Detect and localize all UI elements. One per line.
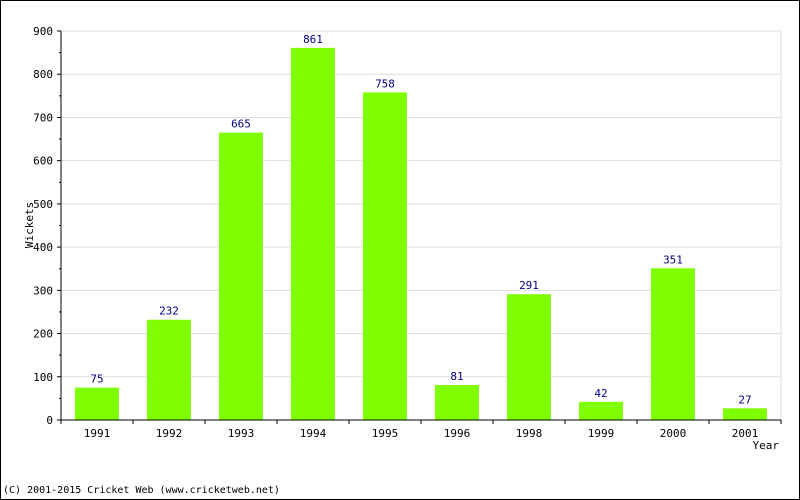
y-tick-label: 800: [33, 68, 53, 81]
y-tick-labels: 0 100 200 300 400 500 600 700 800 900: [33, 25, 53, 427]
x-tick-label: 1994: [300, 427, 327, 440]
value-label: 27: [738, 393, 751, 406]
y-tick-label: 300: [33, 284, 53, 297]
bar-2001: [723, 408, 767, 420]
bars: [75, 47, 767, 421]
y-tick-label: 400: [33, 241, 53, 254]
value-label: 75: [90, 373, 103, 386]
y-axis-label: Wickets: [23, 202, 36, 248]
y-tick-label: 100: [33, 371, 53, 384]
axes: [57, 30, 782, 424]
value-label: 81: [450, 370, 463, 383]
bar-1998: [507, 294, 551, 420]
value-label: 291: [519, 279, 539, 292]
value-label: 232: [159, 305, 179, 318]
bar-1996: [435, 384, 479, 420]
value-label: 42: [594, 387, 607, 400]
x-tick-label: 1999: [588, 427, 615, 440]
x-tick-label: 1998: [516, 427, 543, 440]
value-label: 351: [663, 253, 683, 266]
value-label: 665: [231, 118, 251, 131]
bar-1993: [219, 132, 263, 421]
bar-1999: [579, 401, 623, 420]
y-tick-label: 700: [33, 111, 53, 124]
x-tick-label: 1991: [84, 427, 111, 440]
x-tick-label: 1993: [228, 427, 255, 440]
y-tick-label: 500: [33, 198, 53, 211]
x-tick-label: 2001: [732, 427, 759, 440]
x-axis-label: Year: [753, 439, 780, 452]
bar-1992: [147, 319, 191, 420]
bar-1991: [75, 387, 119, 420]
y-tick-label: 900: [33, 25, 53, 38]
bar-1994: [291, 47, 335, 421]
x-tick-labels: 1991 1992 1993 1994 1995 1996 1998 1999 2000 2001: [84, 427, 759, 440]
x-tick-label: 2000: [660, 427, 687, 440]
y-tick-label: 200: [33, 328, 53, 341]
copyright-footer: (C) 2001-2015 Cricket Web (www.cricketwe…: [3, 485, 280, 496]
bar-2000: [651, 268, 695, 420]
x-tick-label: 1995: [372, 427, 399, 440]
value-labels: 75 232 665 861 758 81 291 42 351 27: [90, 33, 751, 406]
x-tick-label: 1996: [444, 427, 471, 440]
value-label: 758: [375, 77, 395, 90]
value-label: 861: [303, 33, 323, 46]
y-tick-label: 0: [46, 414, 53, 427]
y-tick-label: 600: [33, 155, 53, 168]
bar-1995: [363, 92, 407, 421]
x-tick-label: 1992: [156, 427, 183, 440]
